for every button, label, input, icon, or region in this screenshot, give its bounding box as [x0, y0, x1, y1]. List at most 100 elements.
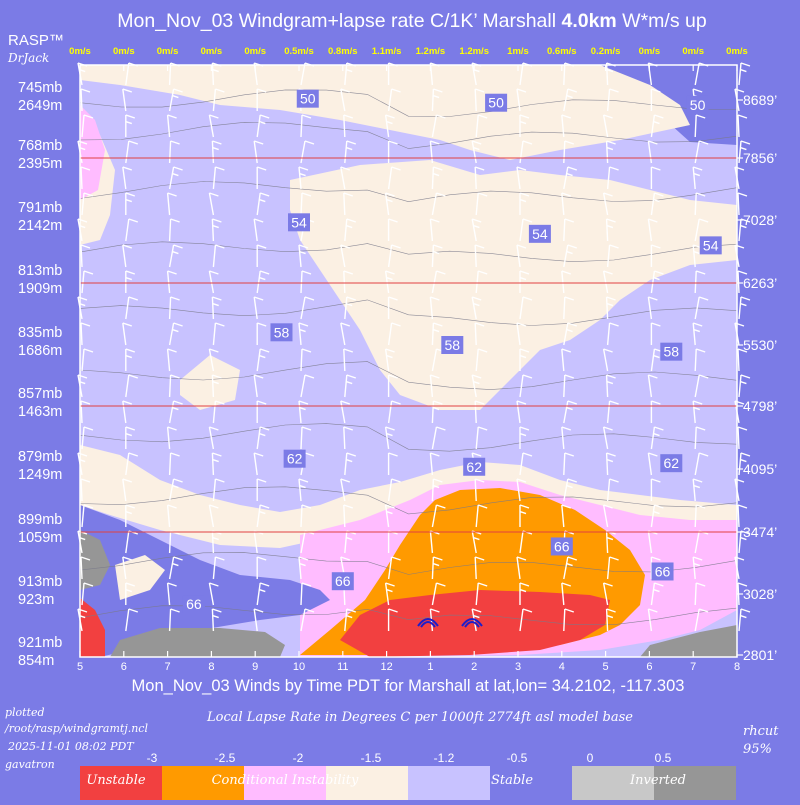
inverted-left-region: [80, 530, 110, 590]
wind-barb: [212, 166, 225, 190]
wind-barb: [431, 166, 443, 190]
wind-barb: [429, 452, 440, 476]
legend-category-label: Conditional Instability: [212, 773, 359, 788]
wind-barb: [516, 400, 527, 424]
wind-barb: [738, 62, 751, 86]
wind-barb: [300, 270, 312, 294]
wind-barb: [602, 348, 613, 372]
wind-barb: [81, 426, 94, 450]
wind-barb: [475, 426, 488, 450]
wind-barb: [694, 218, 709, 242]
wind-barb: [168, 400, 183, 424]
x-tick-label: 12: [380, 661, 392, 673]
wind-barb: [516, 166, 527, 190]
y-label-pressure: 835mb: [18, 325, 62, 341]
wind-barb: [168, 140, 180, 164]
rasp-logo: RASP™: [8, 32, 64, 49]
wind-barb: [516, 478, 527, 502]
wind-barb: [340, 88, 351, 112]
wind-barb: [300, 140, 315, 164]
wind-barb: [300, 426, 312, 450]
wind-barb: [80, 556, 91, 580]
wind-barb: [344, 296, 357, 320]
unstable-corner-region: [80, 598, 105, 657]
wind-barb: [647, 374, 658, 398]
wind-barb: [692, 478, 703, 502]
wind-barb: [208, 192, 219, 216]
wind-barb: [431, 270, 446, 294]
chart-title: Mon_Nov_03 Windgram+lapse rate C/1K’ Mar…: [117, 10, 707, 32]
wind-barb: [212, 244, 225, 268]
thermal-arc-icon: [461, 618, 483, 628]
wind-barb: [256, 244, 267, 267]
wind-barb: [650, 166, 661, 189]
isotherm-label-box: [288, 213, 310, 232]
wind-barb: [474, 478, 485, 502]
wind-barb: [343, 426, 354, 450]
y-label-meters: 2142m: [18, 218, 62, 234]
isotherm-label: 62: [287, 451, 303, 467]
wind-barb: [563, 452, 575, 476]
wind-barb: [81, 504, 94, 528]
wind-barb: [256, 114, 270, 138]
wind-barb: [298, 244, 309, 268]
wind-barb: [602, 114, 613, 138]
wind-barb: [519, 608, 533, 632]
wstar-value: 0.8m/s: [328, 46, 358, 57]
wind-barb: [81, 348, 94, 372]
color-legend: -3 -2.5 -2 -1.5 -1.2 -0.5 0 0.5 Unstable Conditio…: [80, 751, 736, 800]
wind-barb: [166, 114, 177, 138]
wind-barb: [253, 296, 264, 320]
wind-barb: [474, 322, 485, 346]
wind-barb: [431, 582, 446, 606]
wind-barb: [563, 556, 578, 580]
wind-barb: [81, 270, 94, 294]
plot-frame: [79, 64, 738, 658]
wind-barb: [300, 114, 312, 138]
isotherm-label-box: [331, 572, 354, 591]
wind-barb: [122, 478, 133, 502]
wind-barb: [344, 140, 357, 164]
wind-barb: [606, 478, 619, 502]
wind-barb: [561, 192, 572, 216]
wstar-value: 0m/s: [682, 46, 704, 57]
x-tick-label: 7: [690, 661, 696, 673]
wind-barb: [343, 192, 354, 216]
wind-barb: [212, 556, 225, 580]
wind-barb: [168, 478, 183, 502]
wind-barb: [166, 426, 177, 450]
wind-barb: [738, 452, 751, 476]
wind-barb: [650, 322, 661, 345]
drjack-logo: DrJack: [7, 51, 49, 65]
y-label-pressure: 913mb: [18, 574, 62, 590]
wind-barb: [168, 296, 180, 320]
wind-barb: [298, 166, 309, 190]
isotherm-label: 58: [664, 344, 680, 360]
wstar-value: 0.5m/s: [284, 46, 314, 57]
wind-barb: [692, 322, 703, 346]
wind-barb: [563, 140, 575, 164]
isotherm-labels: 50 50 50 54 54 54 58 58 58 62 62 62 66 66 66 66: [182, 89, 722, 614]
wind-barb: [429, 218, 440, 242]
isotherm-label-box: [550, 537, 573, 556]
wind-barb: [647, 296, 658, 320]
neutral-top-region: [80, 65, 690, 160]
wind-barb: [125, 426, 136, 449]
wind-barb: [81, 582, 94, 606]
wind-barb: [650, 400, 661, 423]
wind-barb: [694, 140, 709, 164]
wind-barb: [692, 400, 703, 424]
title-suffix: W*m/s up: [617, 10, 707, 32]
wind-barb: [602, 582, 613, 606]
isotherm-lines: [79, 89, 738, 625]
wind-barb: [650, 192, 664, 216]
wind-barb: [694, 192, 706, 216]
wind-barb: [606, 400, 619, 424]
x-tick-label: 8: [734, 661, 740, 673]
wind-barb: [387, 374, 398, 397]
wind-barb: [211, 374, 222, 398]
neutral-pocket: [115, 555, 165, 600]
wind-barb: [168, 218, 180, 242]
